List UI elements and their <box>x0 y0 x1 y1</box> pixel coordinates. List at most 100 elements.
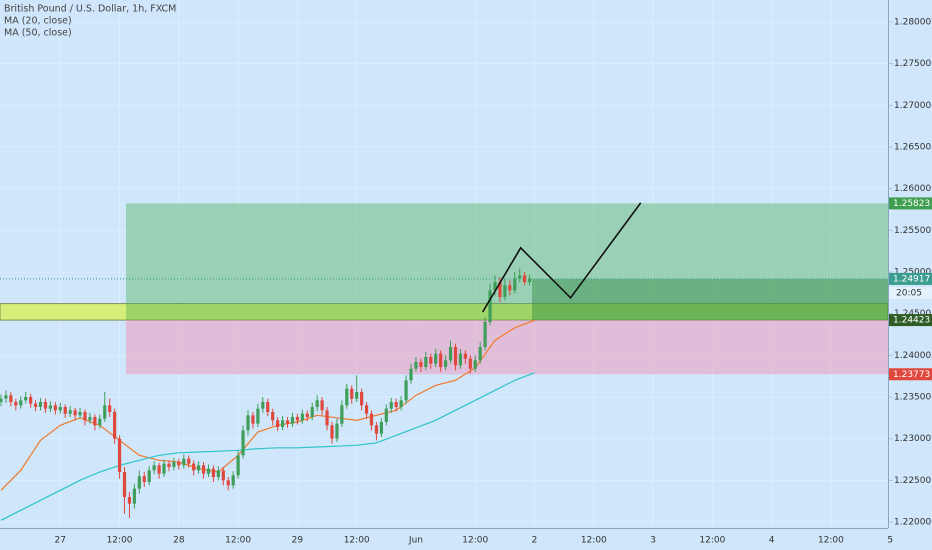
y-tick-label: 1.26000 <box>894 184 931 194</box>
price-tag <box>889 368 932 381</box>
x-tick-label: 3 <box>650 536 656 546</box>
candle-body <box>63 407 67 414</box>
x-tick-label: 5 <box>887 536 893 546</box>
x-tick-label: 12:00 <box>225 536 251 546</box>
countdown: 20:05 <box>896 288 922 298</box>
candle-body <box>498 282 502 297</box>
price-tag-label: 1.24917 <box>893 274 930 284</box>
candle-body <box>305 413 309 417</box>
candle-body <box>93 417 97 426</box>
candle-body <box>113 412 117 439</box>
candle-body <box>73 410 77 416</box>
candle-body <box>364 405 369 414</box>
candle-body <box>295 417 299 421</box>
candle-body <box>374 425 379 434</box>
candle-body <box>444 360 448 367</box>
candle-body <box>4 395 8 399</box>
candle-body <box>241 430 245 456</box>
price-tag-label: 1.24423 <box>893 316 930 326</box>
x-tick-label: 12:00 <box>462 536 488 546</box>
candle-body <box>290 417 295 424</box>
x-tick-label: 12:00 <box>581 536 607 546</box>
candle-body <box>350 388 354 399</box>
x-tick-label: 2 <box>532 536 538 546</box>
price-tag <box>889 197 932 210</box>
candle-body <box>493 282 497 291</box>
candle-body <box>355 392 359 399</box>
y-tick-label: 1.22500 <box>894 476 931 486</box>
candle-body <box>394 402 398 407</box>
candle-body <box>226 480 230 486</box>
candle-body <box>147 470 151 482</box>
candle-body <box>162 463 166 474</box>
candle-body <box>177 462 181 466</box>
candle-body <box>172 462 176 467</box>
x-tick-label: 12:00 <box>344 536 370 546</box>
projection-line <box>481 202 642 313</box>
candle-body <box>236 455 240 476</box>
candle-body <box>523 275 527 282</box>
candle-body <box>285 420 290 424</box>
candle-body <box>58 407 62 411</box>
candle-body <box>38 402 43 407</box>
candle-body <box>19 400 23 406</box>
candle-body <box>513 278 517 291</box>
candle-body <box>197 465 201 471</box>
candle-body <box>276 420 280 427</box>
candle-body <box>266 402 270 412</box>
candle-body <box>261 402 265 409</box>
candle-body <box>271 412 275 421</box>
candle-body <box>0 398 3 402</box>
candle-body <box>300 413 304 421</box>
candle-body <box>414 362 418 369</box>
candle-body <box>216 470 220 477</box>
y-tick-label: 1.23500 <box>894 393 931 403</box>
candle-body <box>424 357 428 367</box>
candle-body <box>246 415 250 431</box>
y-tick-label: 1.23000 <box>894 434 931 444</box>
y-tick-label: 1.24000 <box>894 351 931 361</box>
candle-body <box>157 465 161 474</box>
y-tick-label: 1.26500 <box>894 143 931 153</box>
price-tag-label: 1.25823 <box>893 199 930 209</box>
candle-body <box>310 407 314 417</box>
candle-body <box>108 405 112 412</box>
candle-body <box>399 400 403 407</box>
candle-body <box>88 417 92 421</box>
candle-body <box>483 322 487 347</box>
candle-body <box>345 388 349 406</box>
candle-body <box>330 425 334 439</box>
candle-body <box>29 397 33 404</box>
candle-body <box>53 405 57 411</box>
price-tag <box>889 314 932 327</box>
candle-body <box>463 353 467 359</box>
candle-body <box>527 278 532 282</box>
candle-body <box>468 358 472 369</box>
candle-body <box>192 463 196 471</box>
candle-body <box>137 476 141 489</box>
candle-body <box>43 402 48 409</box>
candle-body <box>78 412 82 416</box>
price-tag-label: 1.23773 <box>893 370 930 380</box>
loss-zone <box>125 320 889 375</box>
candle-body <box>453 347 458 366</box>
candle-body <box>335 423 339 439</box>
candle-body <box>187 458 191 464</box>
y-tick-label: 1.25000 <box>894 268 931 278</box>
candle-body <box>384 408 388 422</box>
candle-body <box>315 400 319 407</box>
moving-average <box>0 372 535 521</box>
x-tick-label: Jun <box>408 536 423 546</box>
candle-body <box>379 422 383 434</box>
chart-title: British Pound / U.S. Dollar, 1h, FXCM <box>4 4 176 15</box>
candle-body <box>409 368 413 381</box>
candle-body <box>369 413 374 426</box>
price-tag <box>889 272 932 285</box>
legend-ma20: MA (20, close) <box>4 16 72 27</box>
countdown-bg <box>889 286 932 299</box>
candle-body <box>325 410 329 426</box>
x-tick-label: 27 <box>55 536 66 546</box>
candle-body <box>117 438 122 472</box>
x-tick-label: 12:00 <box>818 536 844 546</box>
candle-body <box>434 353 438 364</box>
